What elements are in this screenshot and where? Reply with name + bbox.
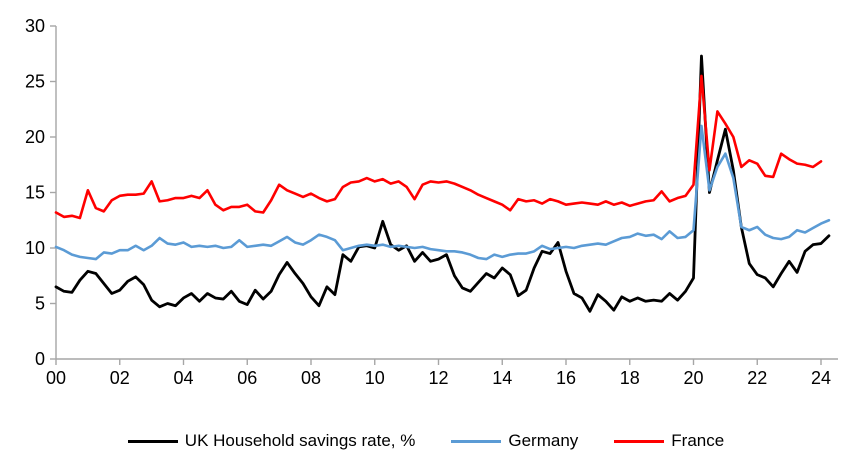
legend-item-france: France bbox=[614, 431, 724, 451]
y-tick-label: 10 bbox=[25, 238, 45, 258]
x-tick-label: 10 bbox=[365, 368, 385, 388]
x-tick-label: 22 bbox=[747, 368, 767, 388]
x-tick-label: 02 bbox=[110, 368, 130, 388]
x-tick-label: 06 bbox=[237, 368, 257, 388]
x-tick-label: 14 bbox=[492, 368, 512, 388]
legend-label-germany: Germany bbox=[508, 431, 579, 450]
series-line-france bbox=[54, 74, 823, 220]
y-tick-label: 30 bbox=[25, 16, 45, 36]
x-tick-label: 24 bbox=[811, 368, 831, 388]
legend-item-germany: Germany bbox=[451, 431, 578, 451]
legend-line-germany bbox=[451, 439, 502, 443]
x-tick-label: 18 bbox=[620, 368, 640, 388]
x-tick-label: 12 bbox=[428, 368, 448, 388]
series-line-germany bbox=[54, 124, 831, 261]
legend-line-france bbox=[614, 439, 665, 443]
y-tick-label: 20 bbox=[25, 127, 45, 147]
legend-item-uk: UK Household savings rate, % bbox=[127, 431, 416, 451]
legend-label-uk: UK Household savings rate, % bbox=[184, 431, 416, 450]
x-tick-label: 00 bbox=[46, 368, 66, 388]
y-tick-label: 5 bbox=[35, 294, 45, 314]
x-tick-label: 04 bbox=[173, 368, 193, 388]
y-tick-label: 25 bbox=[25, 72, 45, 92]
y-tick-label: 0 bbox=[35, 349, 45, 369]
x-tick-label: 08 bbox=[301, 368, 321, 388]
plot-area: 0 5 10 15 20 25 30 00 02 04 06 08 10 12 14 16 18 20 22 24 bbox=[25, 16, 838, 388]
x-tick-label: 16 bbox=[556, 368, 576, 388]
x-tick-label: 20 bbox=[683, 368, 703, 388]
chart-legend: UK Household savings rate, % Germany Fra… bbox=[0, 424, 852, 458]
y-tick-label: 15 bbox=[25, 183, 45, 203]
legend-line-uk bbox=[127, 439, 178, 443]
legend-label-france: France bbox=[671, 431, 725, 450]
